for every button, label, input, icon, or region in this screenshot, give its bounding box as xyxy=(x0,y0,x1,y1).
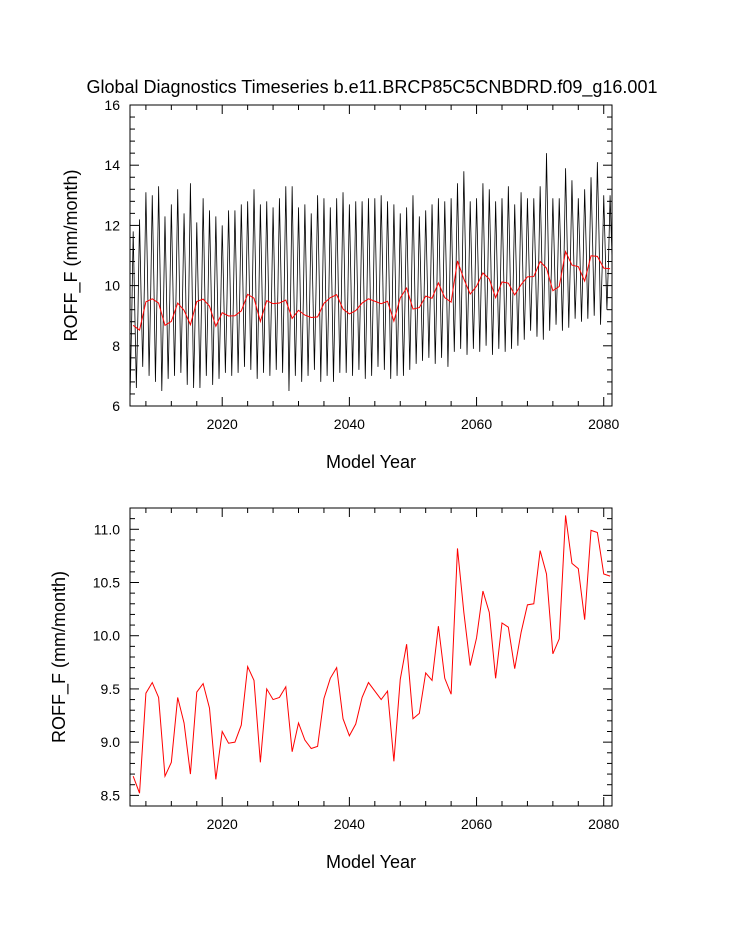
y-tick-label: 8.5 xyxy=(101,787,121,803)
y-tick-label: 9.0 xyxy=(101,734,121,750)
x-tick-label: 2020 xyxy=(207,816,238,832)
plot-frame xyxy=(129,104,613,407)
y-tick-label: 9.5 xyxy=(101,681,121,697)
y-tick-label: 14 xyxy=(104,157,120,173)
y-tick-label: 8 xyxy=(112,338,120,354)
series-line-annual-mean xyxy=(132,249,611,332)
y-tick-label: 11.0 xyxy=(94,521,120,537)
x-tick-label: 2080 xyxy=(588,416,619,432)
x-tick-label: 2080 xyxy=(588,816,619,832)
plot-area xyxy=(132,515,611,794)
x-tick-label: 2040 xyxy=(334,416,365,432)
x-tick-label: 2040 xyxy=(334,816,365,832)
bottom-chart: 2020 2040 2060 2080 8.5 9.0 9.5 10.0 10.5 11.0 Mod… xyxy=(49,507,620,872)
y-tick-label: 6 xyxy=(112,398,120,414)
x-axis-label: Model Year xyxy=(326,852,416,872)
y-tick-label: 16 xyxy=(104,97,120,113)
x-tick-label: 2060 xyxy=(461,816,492,832)
series-line-annual-mean xyxy=(132,515,611,794)
chart-title: Global Diagnostics Timeseries b.e11.BRCP… xyxy=(87,77,658,98)
y-tick-label: 12 xyxy=(104,217,120,233)
x-axis-label: Model Year xyxy=(326,452,416,472)
x-tick-label: 2020 xyxy=(207,416,238,432)
x-tick-label: 2060 xyxy=(461,416,492,432)
y-axis-label: ROFF_F (mm/month) xyxy=(61,169,82,341)
plot-area xyxy=(130,153,612,400)
top-chart: 2020 2040 2060 2080 6 8 10 12 14 16 Model Year ROFF… xyxy=(61,97,620,472)
y-tick-label: 10.0 xyxy=(93,628,120,644)
y-tick-label: 10.5 xyxy=(93,575,120,591)
y-tick-label: 10 xyxy=(104,278,120,294)
series-line-monthly xyxy=(130,153,612,400)
y-axis-label: ROFF_F (mm/month) xyxy=(49,571,70,743)
